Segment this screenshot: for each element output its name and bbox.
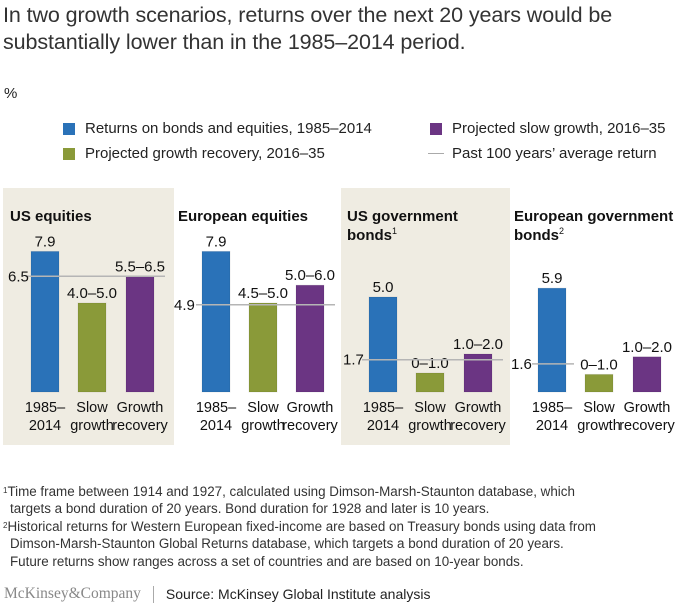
category-label: growth xyxy=(241,418,285,434)
chart-svg: US equities 7.9 1985– 2014 4.0–5.0 Slow growth… xyxy=(8,208,676,434)
value-label: 5.5–6.5 xyxy=(115,258,165,275)
average-label: 6.5 xyxy=(8,268,29,285)
bar-slow-growth xyxy=(584,373,614,393)
bar-growth-recovery xyxy=(295,284,325,393)
footnote-line: Historical returns for Western European … xyxy=(7,518,596,534)
panel-title: European government xyxy=(514,208,673,225)
unit-label: % xyxy=(4,85,18,102)
average-label: 1.6 xyxy=(511,356,532,373)
category-label: growth xyxy=(70,418,114,434)
value-label: 1.0–2.0 xyxy=(453,336,503,353)
chart-title: In two growth scenarios, returns over th… xyxy=(3,3,613,54)
footer-divider xyxy=(152,585,154,603)
category-label: Growth xyxy=(455,400,502,416)
category-label: Growth xyxy=(287,400,334,416)
legend-label: Projected growth recovery, 2016–35 xyxy=(85,145,325,162)
legend-item-average: Past 100 years’ average return xyxy=(428,145,657,162)
legend-label: Projected slow growth, 2016–35 xyxy=(452,120,666,137)
category-label: Slow xyxy=(583,400,615,416)
footnote-mark: 1 xyxy=(3,486,8,495)
category-label: Growth xyxy=(117,400,164,416)
legend-item-historical: Returns on bonds and equities, 1985–2014 xyxy=(63,120,372,137)
category-label: recovery xyxy=(450,418,506,434)
footnote-line: Time frame between 1914 and 1927, calcul… xyxy=(7,484,575,499)
category-label: 1985– xyxy=(532,400,573,416)
category-label: recovery xyxy=(282,418,338,434)
panel-title: bonds1 xyxy=(347,226,397,244)
category-label: 1985– xyxy=(363,400,404,416)
category-label: Growth xyxy=(624,400,671,416)
value-label: 5.9 xyxy=(542,270,563,287)
category-label: 1985– xyxy=(25,400,66,416)
legend-swatch-slow xyxy=(430,122,442,135)
value-label: 5.0–6.0 xyxy=(285,267,335,284)
footnote-1: 1Time frame between 1914 and 1927, calcu… xyxy=(2,483,678,518)
panel-title: US equities xyxy=(10,208,92,225)
category-label: recovery xyxy=(112,418,168,434)
category-label: 1985– xyxy=(196,400,237,416)
category-label: growth xyxy=(577,418,621,434)
bar-growth-recovery xyxy=(125,275,155,393)
category-label: recovery xyxy=(619,418,675,434)
footer: McKinsey&Company Source: McKinsey Global… xyxy=(4,585,430,603)
bar-historical xyxy=(30,250,60,393)
value-label: 4.5–5.0 xyxy=(238,285,288,302)
value-label: 7.9 xyxy=(206,233,227,250)
legend-label: Past 100 years’ average return xyxy=(452,145,657,162)
bar-historical xyxy=(201,250,231,393)
panel-title: bonds2 xyxy=(514,226,564,244)
category-label: 2014 xyxy=(536,418,568,434)
category-label: Slow xyxy=(76,400,108,416)
legend-swatch-recovery xyxy=(63,147,75,160)
footnote-mark: 2 xyxy=(3,520,8,530)
bar-slow-growth xyxy=(77,302,107,393)
legend-item-recovery: Projected growth recovery, 2016–35 xyxy=(63,145,325,162)
bar-historical xyxy=(537,287,567,393)
source-note: Source: McKinsey Global Institute analys… xyxy=(165,586,431,602)
category-label: Slow xyxy=(247,400,279,416)
footnote-2: 2Historical returns for Western European… xyxy=(2,518,678,570)
value-label: 0–1.0 xyxy=(411,355,449,372)
category-label: 2014 xyxy=(367,418,399,434)
category-label: growth xyxy=(408,418,452,434)
legend-label: Returns on bonds and equities, 1985–2014 xyxy=(85,120,372,137)
legend-item-slow: Projected slow growth, 2016–35 xyxy=(430,120,665,137)
legend-line-average xyxy=(428,153,444,154)
footnote-line: Future returns show ranges across a set … xyxy=(10,553,524,569)
bar-slow-growth xyxy=(415,372,445,393)
panel-title: European equities xyxy=(178,208,308,225)
value-label: 4.0–5.0 xyxy=(67,285,117,302)
footnote-line: targets a bond duration of 20 years. Bon… xyxy=(10,501,490,517)
average-label: 1.7 xyxy=(343,352,364,369)
footnote-line: Dimson-Marsh-Staunton Global Returns dat… xyxy=(10,536,564,552)
footnotes: 1Time frame between 1914 and 1927, calcu… xyxy=(2,483,678,570)
category-label: Slow xyxy=(414,400,446,416)
category-label: 2014 xyxy=(29,418,61,434)
bar-historical xyxy=(368,296,398,393)
average-label: 4.9 xyxy=(174,297,195,314)
footnote-ref: 1 xyxy=(392,226,397,236)
panel-title: US government xyxy=(347,208,458,225)
legend-swatch-historical xyxy=(63,122,75,135)
brand-logo: McKinsey&Company xyxy=(4,585,141,602)
bar-slow-growth xyxy=(248,302,278,393)
value-label: 1.0–2.0 xyxy=(622,339,672,356)
value-label: 5.0 xyxy=(373,279,394,296)
footnote-ref: 2 xyxy=(559,226,564,236)
bar-growth-recovery xyxy=(632,356,662,393)
category-label: 2014 xyxy=(200,418,232,434)
value-label: 7.9 xyxy=(35,233,56,250)
value-label: 0–1.0 xyxy=(580,356,618,373)
